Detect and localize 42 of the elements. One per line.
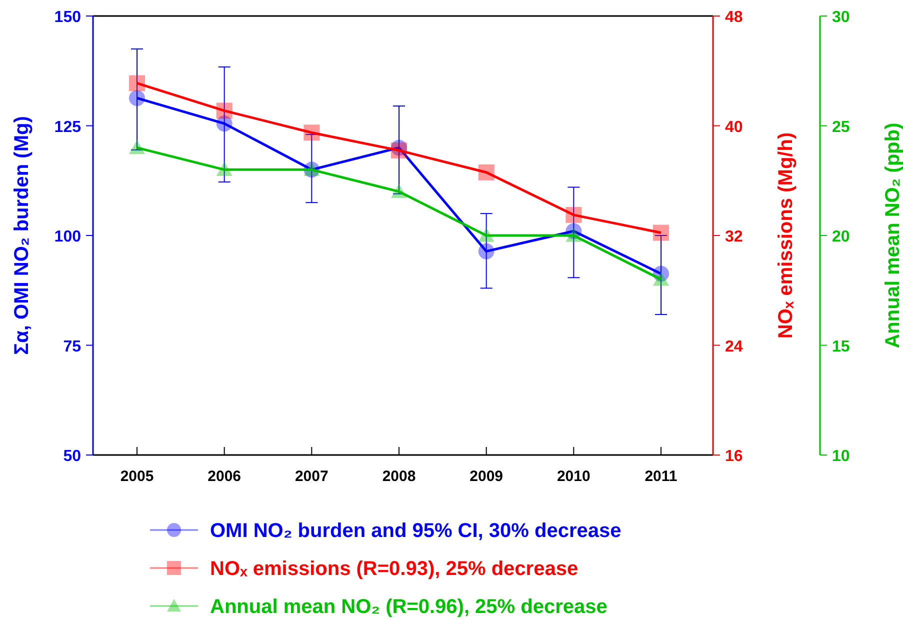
y3-axis-title: Annual mean NO₂ (ppb) — [882, 122, 903, 348]
legend-label: Annual mean NO₂ (R=0.96), 25% decrease — [210, 596, 608, 618]
legend-label: NOₓ emissions (R=0.93), 25% decrease — [210, 558, 578, 580]
y-tick-label: 50 — [63, 448, 82, 465]
point — [216, 102, 232, 119]
y3-tick-label: 10 — [832, 448, 850, 465]
y-axis-title: Σα, OMI NO₂ burden (Mg) — [11, 116, 33, 355]
y2-axis-title: NOₓ emissions (Mg/h) — [775, 132, 797, 339]
x-tick-label: 2006 — [208, 468, 242, 485]
point — [129, 75, 145, 92]
x-tick-label: 2005 — [120, 468, 154, 485]
point — [478, 228, 494, 242]
y-tick-label: 100 — [54, 228, 82, 246]
point — [478, 164, 494, 180]
point — [653, 271, 669, 286]
y2-tick-label: 16 — [725, 448, 743, 465]
point — [478, 243, 494, 260]
x-tick-label: 2008 — [382, 468, 416, 485]
legend-label: OMI NO₂ burden and 95% CI, 30% decrease — [210, 520, 622, 542]
y-tick-label: 125 — [54, 118, 82, 136]
point — [304, 124, 320, 141]
y3-tick-label: 15 — [832, 338, 850, 356]
point — [216, 162, 232, 176]
y-tick-label: 75 — [63, 338, 82, 356]
y2-tick-label: 32 — [725, 228, 743, 246]
x-tick-label: 2009 — [470, 468, 504, 485]
y3-tick-label: 20 — [832, 228, 850, 246]
y3-tick-label: 25 — [832, 118, 850, 136]
y2-tick-label: 24 — [725, 338, 743, 356]
x-tick-label: 2010 — [556, 468, 590, 485]
point — [129, 90, 145, 106]
point — [391, 184, 407, 198]
x-tick-label: 2007 — [294, 468, 328, 485]
y3-tick-label: 30 — [832, 9, 850, 26]
y2-tick-label: 48 — [725, 9, 743, 26]
point — [653, 224, 669, 241]
y2-tick-label: 40 — [725, 118, 743, 136]
y-tick-label: 150 — [54, 9, 82, 26]
x-tick-label: 2011 — [644, 468, 678, 485]
point — [129, 140, 145, 154]
point — [566, 228, 582, 242]
point — [566, 206, 582, 223]
